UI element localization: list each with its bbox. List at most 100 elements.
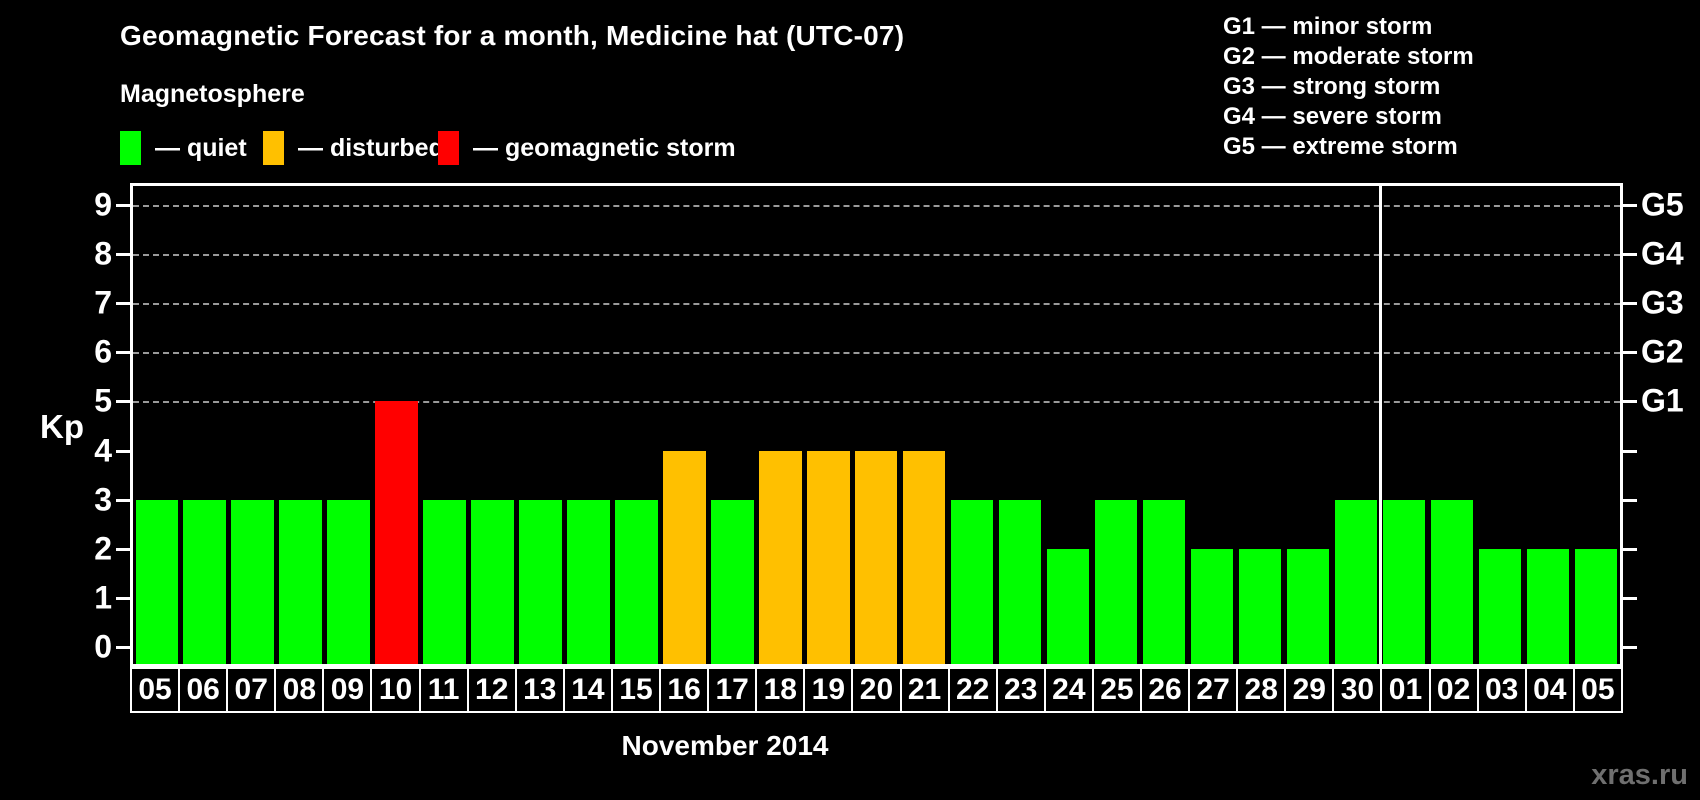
day-label-nov-20: 20 xyxy=(853,669,902,711)
day-axis: 05 06 07 08 09 10 11 12 13 14 15 16 17 18 19 20 21 22 23 24… xyxy=(130,667,1623,713)
kp-tick-right-2 xyxy=(1623,547,1637,551)
kp-tick-right-7 xyxy=(1623,302,1637,306)
day-label-nov-15: 15 xyxy=(613,669,662,711)
magnetosphere-label: Magnetosphere xyxy=(120,80,305,108)
day-label-dec-01: 01 xyxy=(1382,669,1431,711)
kp-tick-right-8 xyxy=(1623,252,1637,256)
kp-bar-day-10 xyxy=(375,401,418,664)
kp-tick-left-3 xyxy=(116,498,130,502)
kp-bar-day-11 xyxy=(423,499,466,664)
gridline-kp7 xyxy=(133,303,1620,306)
day-label-nov-24: 24 xyxy=(1046,669,1094,711)
day-label-nov-25: 25 xyxy=(1094,669,1142,711)
kp-bar-day-22 xyxy=(950,499,994,664)
day-label-nov-07: 07 xyxy=(228,669,277,711)
g-axis-label-g3: G3 xyxy=(1641,284,1684,321)
kp-tick-label-5: 5 xyxy=(94,382,112,419)
legend-item-label: — disturbed xyxy=(298,133,444,162)
kp-bar-day-20 xyxy=(855,450,898,664)
kp-bar-day-19 xyxy=(807,450,850,664)
kp-bar-day-26 xyxy=(1142,499,1186,664)
kp-tick-left-5 xyxy=(116,400,130,404)
g-axis-label-g5: G5 xyxy=(1641,186,1684,223)
kp-tick-right-0 xyxy=(1623,646,1637,650)
kp-bar-day-25 xyxy=(1094,499,1138,664)
legend-item-storm: — geomagnetic storm xyxy=(438,130,736,166)
g-legend-line-1: G1 — minor storm xyxy=(1223,13,1433,40)
kp-bar-day-17 xyxy=(711,499,754,664)
kp-tick-right-3 xyxy=(1623,498,1637,502)
gridline-kp8 xyxy=(133,253,1620,256)
day-label-nov-17: 17 xyxy=(709,669,758,711)
kp-tick-right-9 xyxy=(1623,203,1637,207)
day-label-nov-29: 29 xyxy=(1286,669,1335,711)
kp-tick-right-5 xyxy=(1623,400,1637,404)
g-scale-legend: G1 — minor storm G2 — moderate storm G3 — … xyxy=(1223,12,1474,162)
kp-bar-day-28 xyxy=(1238,548,1282,664)
day-label-nov-18: 18 xyxy=(757,669,806,711)
day-label-dec-04: 04 xyxy=(1527,669,1575,711)
kp-tick-label-2: 2 xyxy=(94,530,112,567)
plot-area xyxy=(116,183,1637,667)
g-legend-line-3: G3 — strong storm xyxy=(1223,73,1441,100)
g-axis-label-g1: G1 xyxy=(1641,382,1684,419)
day-label-nov-06: 06 xyxy=(180,669,229,711)
kp-bar-day-08 xyxy=(279,499,322,664)
kp-tick-left-7 xyxy=(116,302,130,306)
kp-tick-left-6 xyxy=(116,351,130,355)
disturbed-swatch-icon xyxy=(263,131,284,165)
day-label-nov-13: 13 xyxy=(517,669,565,711)
day-label-nov-19: 19 xyxy=(805,669,854,711)
gridline-kp5 xyxy=(133,401,1620,404)
day-label-nov-14: 14 xyxy=(565,669,613,711)
kp-tick-left-1 xyxy=(116,597,130,601)
day-label-nov-27: 27 xyxy=(1190,669,1239,711)
watermark: xras.ru xyxy=(1591,759,1688,791)
kp-bar-day-06 xyxy=(183,499,226,664)
kp-tick-left-8 xyxy=(116,252,130,256)
kp-bar-day-15 xyxy=(615,499,658,664)
day-label-nov-09: 09 xyxy=(324,669,373,711)
kp-bar-day-24 xyxy=(1046,548,1090,664)
day-label-nov-30: 30 xyxy=(1334,669,1383,711)
kp-tick-left-9 xyxy=(116,203,130,207)
kp-tick-right-4 xyxy=(1623,449,1637,453)
legend-item-disturbed: — disturbed xyxy=(263,130,444,166)
kp-bar-day-13 xyxy=(519,499,562,664)
legend-item-label: — geomagnetic storm xyxy=(473,133,736,162)
day-label-nov-10: 10 xyxy=(372,669,421,711)
kp-bar-day-01 xyxy=(1382,499,1426,664)
day-label-nov-28: 28 xyxy=(1238,669,1287,711)
kp-bar-day-21 xyxy=(902,450,946,664)
kp-tick-right-6 xyxy=(1623,351,1637,355)
day-label-nov-21: 21 xyxy=(902,669,950,711)
quiet-swatch-icon xyxy=(120,131,141,165)
day-label-nov-12: 12 xyxy=(469,669,517,711)
g-axis-label-g2: G2 xyxy=(1641,333,1684,370)
kp-bar-day-07 xyxy=(231,499,274,664)
day-label-dec-02: 02 xyxy=(1431,669,1479,711)
kp-bar-day-03 xyxy=(1478,548,1522,664)
kp-tick-label-4: 4 xyxy=(94,432,112,469)
kp-bar-day-27 xyxy=(1190,548,1234,664)
day-label-nov-26: 26 xyxy=(1142,669,1191,711)
legend-item-label: — quiet xyxy=(155,133,247,162)
day-label-nov-22: 22 xyxy=(950,669,998,711)
kp-bar-day-04 xyxy=(1526,548,1570,664)
kp-bar-day-12 xyxy=(471,499,514,664)
kp-bar-day-05 xyxy=(135,499,178,664)
gridline-kp9 xyxy=(133,204,1620,207)
kp-bar-day-02 xyxy=(1430,499,1474,664)
kp-bar-day-14 xyxy=(567,499,610,664)
month-separator-line xyxy=(1378,186,1382,664)
day-label-nov-08: 08 xyxy=(276,669,325,711)
kp-bar-day-05 xyxy=(1574,548,1617,664)
kp-tick-left-4 xyxy=(116,449,130,453)
kp-tick-left-2 xyxy=(116,547,130,551)
g-legend-line-4: G4 — severe storm xyxy=(1223,103,1442,130)
day-label-dec-03: 03 xyxy=(1479,669,1527,711)
day-label-nov-05: 05 xyxy=(132,669,181,711)
kp-bar-day-16 xyxy=(663,450,706,664)
day-label-dec-05: 05 xyxy=(1581,673,1615,706)
